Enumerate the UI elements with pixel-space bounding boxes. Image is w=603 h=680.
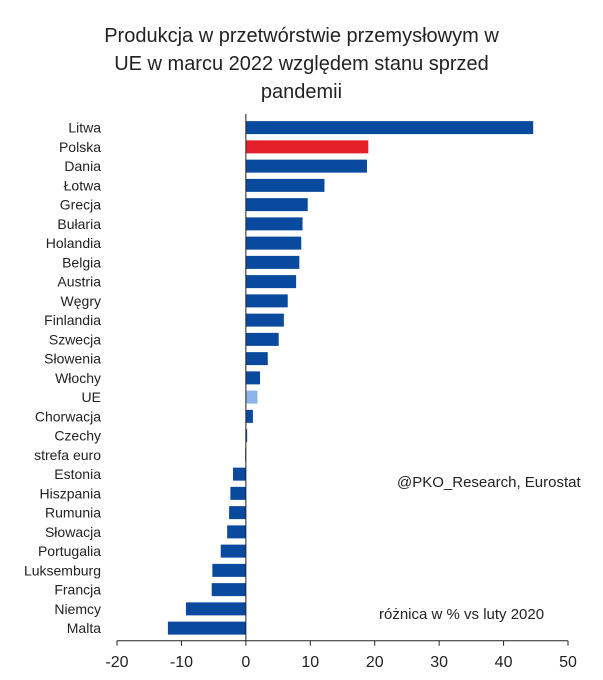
category-label: Grecja <box>60 197 101 213</box>
category-label: Węgry <box>61 293 101 309</box>
category-label: Łotwa <box>64 177 102 193</box>
category-label: Luksemburg <box>24 562 101 578</box>
category-label: Dania <box>64 158 101 174</box>
bar-słowacja <box>227 525 246 539</box>
category-label: Hiszpania <box>40 485 102 501</box>
category-label: Estonia <box>54 466 101 482</box>
category-label: Słowacja <box>45 524 101 540</box>
bar-estonia <box>232 467 246 481</box>
bar-włochy <box>245 371 261 385</box>
bar-polska <box>245 140 369 154</box>
x-tick-label: 40 <box>495 654 513 671</box>
chart-title-line-2: UE w marcu 2022 względem stanu sprzed <box>114 53 489 75</box>
category-label: Włochy <box>55 370 101 386</box>
source-label: @PKO_Research, Eurostat <box>397 474 581 491</box>
x-tick-label: 50 <box>559 654 577 671</box>
category-label: Malta <box>67 620 101 636</box>
bar-finlandia <box>245 313 284 327</box>
bar-łotwa <box>245 178 325 192</box>
chart-title-line-3: pandemii <box>260 81 343 103</box>
x-tick-label: -20 <box>105 654 128 671</box>
bar-belgia <box>245 255 300 269</box>
category-label: Czechy <box>54 428 101 444</box>
category-label: Litwa <box>68 120 101 136</box>
axes-group: -20 -10 0 10 20 30 40 50 <box>105 114 577 671</box>
bar-portugalia <box>220 544 246 558</box>
category-label: Holandia <box>46 235 101 251</box>
category-label: Słowenia <box>44 351 101 367</box>
x-tick-label: 10 <box>301 654 319 671</box>
bar-ue <box>245 390 258 404</box>
x-tick-label: 0 <box>241 654 250 671</box>
category-label: strefa euro <box>34 447 101 463</box>
category-label: Rumunia <box>45 505 101 521</box>
bar-czechy <box>245 429 248 443</box>
unit-note: różnica w % vs luty 2020 <box>379 606 544 623</box>
bar-malta <box>167 621 246 635</box>
x-tick-label: 30 <box>430 654 448 671</box>
chart-title-line-1: Produkcja w przetwórstwie przemysłowym w <box>104 25 499 47</box>
category-label: Polska <box>59 139 101 155</box>
category-label: Szwecja <box>49 331 101 347</box>
category-label: Belgia <box>62 254 101 270</box>
bar-niemcy <box>185 602 246 616</box>
category-label: UE <box>82 389 101 405</box>
chart-title: Produkcja w przetwórstwie przemysłowym w… <box>0 22 603 106</box>
category-label: Bułaria <box>57 216 101 232</box>
bar-grecja <box>245 198 308 212</box>
category-label: Austria <box>57 274 101 290</box>
category-label: Niemcy <box>54 601 101 617</box>
bar-szwecja <box>245 332 279 346</box>
bar-bułaria <box>245 217 303 231</box>
bar-dania <box>245 159 367 173</box>
category-label: Portugalia <box>38 543 101 559</box>
bar-chorwacja <box>245 409 253 423</box>
bar-francja <box>211 583 246 597</box>
bar-węgry <box>245 294 288 308</box>
category-label: Finlandia <box>44 312 101 328</box>
bars-group <box>167 121 534 635</box>
x-tick-label: -10 <box>170 654 193 671</box>
category-labels: Litwa Polska Dania Łotwa Grecja Bułaria Holand… <box>24 120 101 637</box>
category-label: Francja <box>54 582 101 598</box>
bar-litwa <box>245 121 534 135</box>
x-tick-label: 20 <box>366 654 384 671</box>
bar-holandia <box>245 236 302 250</box>
bar-rumunia <box>229 506 246 520</box>
bar-austria <box>245 275 297 289</box>
bar-luksemburg <box>212 563 246 577</box>
bar-hiszpania <box>230 486 246 500</box>
bar-słowenia <box>245 352 268 366</box>
category-label: Chorwacja <box>35 408 101 424</box>
